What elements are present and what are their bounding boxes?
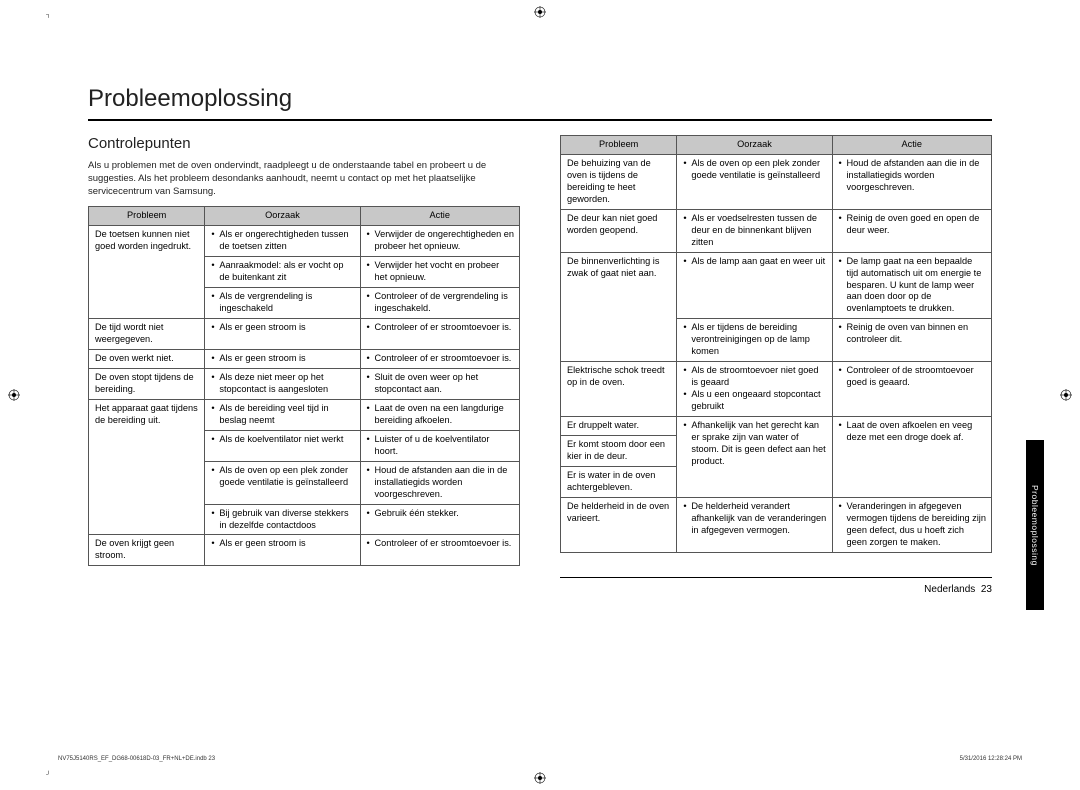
cell-action: Controleer of er stroomtoevoer is.	[360, 350, 519, 369]
cell-problem: De deur kan niet goed worden geopend.	[561, 209, 677, 252]
troubleshoot-table-right: Probleem Oorzaak Actie De behuizing van …	[560, 135, 992, 553]
cell-problem: Er druppelt water.	[561, 417, 677, 436]
cell-cause: Als er geen stroom is	[205, 350, 360, 369]
footer-page-number: 23	[981, 584, 992, 595]
cell-cause: Als er geen stroom is	[205, 535, 360, 566]
cell-action: Verwijder de ongerechtigheden en probeer…	[360, 226, 519, 257]
print-footer-left: NV75J5140RS_EF_DG68-00618D-03_FR+NL+DE.i…	[58, 756, 215, 762]
cell-action: Houd de afstanden aan die in de installa…	[360, 461, 519, 504]
section-title: Controlepunten	[88, 135, 520, 152]
crop-mark: ┐	[46, 12, 50, 18]
table-row: Elektrische schok treedt op in de oven.A…	[561, 362, 992, 417]
table-row: De oven krijgt geen stroom.Als er geen s…	[89, 535, 520, 566]
table-header-action: Actie	[360, 207, 519, 226]
cell-cause: Als er geen stroom is	[205, 319, 360, 350]
cell-problem: Elektrische schok treedt op in de oven.	[561, 362, 677, 417]
table-header-cause: Oorzaak	[677, 136, 832, 155]
cell-problem: Het apparaat gaat tijdens de bereiding u…	[89, 399, 205, 535]
title-divider	[88, 119, 992, 121]
right-column: Probleem Oorzaak Actie De behuizing van …	[560, 135, 992, 595]
cell-problem: Er is water in de oven achtergebleven.	[561, 466, 677, 497]
cell-action: De lamp gaat na een bepaalde tijd automa…	[832, 252, 991, 319]
cell-action: Laat de oven na een langdurige bereiding…	[360, 399, 519, 430]
cell-cause: Bij gebruik van diverse stekkers in deze…	[205, 504, 360, 535]
troubleshoot-table-left: Probleem Oorzaak Actie De toetsen kunnen…	[88, 206, 520, 566]
cell-cause: Als er ongerechtigheden tussen de toetse…	[205, 226, 360, 257]
cell-action: Laat de oven afkoelen en veeg deze met e…	[832, 417, 991, 498]
cell-problem: De behuizing van de oven is tijdens de b…	[561, 154, 677, 209]
table-header-cause: Oorzaak	[205, 207, 360, 226]
cell-cause: De helderheid verandert afhankelijk van …	[677, 497, 832, 552]
cell-cause: Als de oven op een plek zonder goede ven…	[677, 154, 832, 209]
cell-action: Controleer of de stroomtoevoer goed is g…	[832, 362, 991, 417]
cell-problem: Er komt stoom door een kier in de deur.	[561, 436, 677, 467]
cell-action: Reinig de oven van binnen en controleer …	[832, 319, 991, 362]
cell-action: Luister of u de koelventilator hoort.	[360, 430, 519, 461]
cell-problem: De tijd wordt niet weergegeven.	[89, 319, 205, 350]
footer-divider	[560, 577, 992, 578]
side-tab-label: Probleemoplossing	[1030, 485, 1040, 566]
left-column: Controlepunten Als u problemen met de ov…	[88, 135, 520, 595]
section-side-tab: Probleemoplossing	[1026, 440, 1044, 610]
registration-mark-icon	[8, 389, 20, 401]
print-footer-right: 5/31/2016 12:28:24 PM	[960, 756, 1022, 762]
cell-cause: Als de stroomtoevoer niet goed is geaard…	[677, 362, 832, 417]
page-footer: Nederlands 23	[560, 584, 992, 595]
table-row: De behuizing van de oven is tijdens de b…	[561, 154, 992, 209]
cell-cause: Als er voedselresten tussen de deur en d…	[677, 209, 832, 252]
table-header-problem: Probleem	[89, 207, 205, 226]
cell-action: Veranderingen in afgegeven vermogen tijd…	[832, 497, 991, 552]
cell-action: Reinig de oven goed en open de deur weer…	[832, 209, 991, 252]
cell-problem: De helderheid in de oven varieert.	[561, 497, 677, 552]
cell-action: Controleer of er stroomtoevoer is.	[360, 535, 519, 566]
cell-action: Verwijder het vocht en probeer het opnie…	[360, 257, 519, 288]
table-header-problem: Probleem	[561, 136, 677, 155]
cell-action: Controleer of er stroomtoevoer is.	[360, 319, 519, 350]
registration-mark-icon	[1060, 389, 1072, 401]
table-row: De oven stopt tijdens de bereiding.Als d…	[89, 368, 520, 399]
table-row: Er druppelt water.Afhankelijk van het ge…	[561, 417, 992, 436]
page-title: Probleemoplossing	[88, 85, 1022, 113]
cell-action: Gebruik één stekker.	[360, 504, 519, 535]
cell-cause: Als er tijdens de bereiding verontreinig…	[677, 319, 832, 362]
cell-action: Houd de afstanden aan die in de installa…	[832, 154, 991, 209]
registration-mark-icon	[534, 6, 546, 18]
cell-problem: De oven werkt niet.	[89, 350, 205, 369]
cell-cause: Aanraakmodel: als er vocht op de buitenk…	[205, 257, 360, 288]
cell-cause: Afhankelijk van het gerecht kan er sprak…	[677, 417, 832, 498]
crop-mark: ┘	[46, 772, 50, 778]
registration-mark-icon	[534, 772, 546, 784]
cell-problem: De binnenverlichting is zwak of gaat nie…	[561, 252, 677, 362]
footer-language: Nederlands	[924, 584, 975, 595]
cell-problem: De toetsen kunnen niet goed worden inged…	[89, 226, 205, 319]
cell-action: Sluit de oven weer op het stopcontact aa…	[360, 368, 519, 399]
table-row: De binnenverlichting is zwak of gaat nie…	[561, 252, 992, 319]
cell-cause: Als de oven op een plek zonder goede ven…	[205, 461, 360, 504]
table-row: Het apparaat gaat tijdens de bereiding u…	[89, 399, 520, 430]
table-row: De helderheid in de oven varieert.De hel…	[561, 497, 992, 552]
cell-problem: De oven krijgt geen stroom.	[89, 535, 205, 566]
cell-cause: Als de koelventilator niet werkt	[205, 430, 360, 461]
cell-cause: Als de lamp aan gaat en weer uit	[677, 252, 832, 319]
cell-cause: Als de vergrendeling is ingeschakeld	[205, 288, 360, 319]
table-row: De deur kan niet goed worden geopend.Als…	[561, 209, 992, 252]
table-row: De tijd wordt niet weergegeven.Als er ge…	[89, 319, 520, 350]
cell-cause: Als deze niet meer op het stopcontact is…	[205, 368, 360, 399]
table-header-action: Actie	[832, 136, 991, 155]
cell-problem: De oven stopt tijdens de bereiding.	[89, 368, 205, 399]
cell-cause: Als de bereiding veel tijd in beslag nee…	[205, 399, 360, 430]
table-row: De oven werkt niet.Als er geen stroom is…	[89, 350, 520, 369]
cell-action: Controleer of de vergrendeling is ingesc…	[360, 288, 519, 319]
intro-text: Als u problemen met de oven ondervindt, …	[88, 160, 520, 198]
table-row: De toetsen kunnen niet goed worden inged…	[89, 226, 520, 257]
